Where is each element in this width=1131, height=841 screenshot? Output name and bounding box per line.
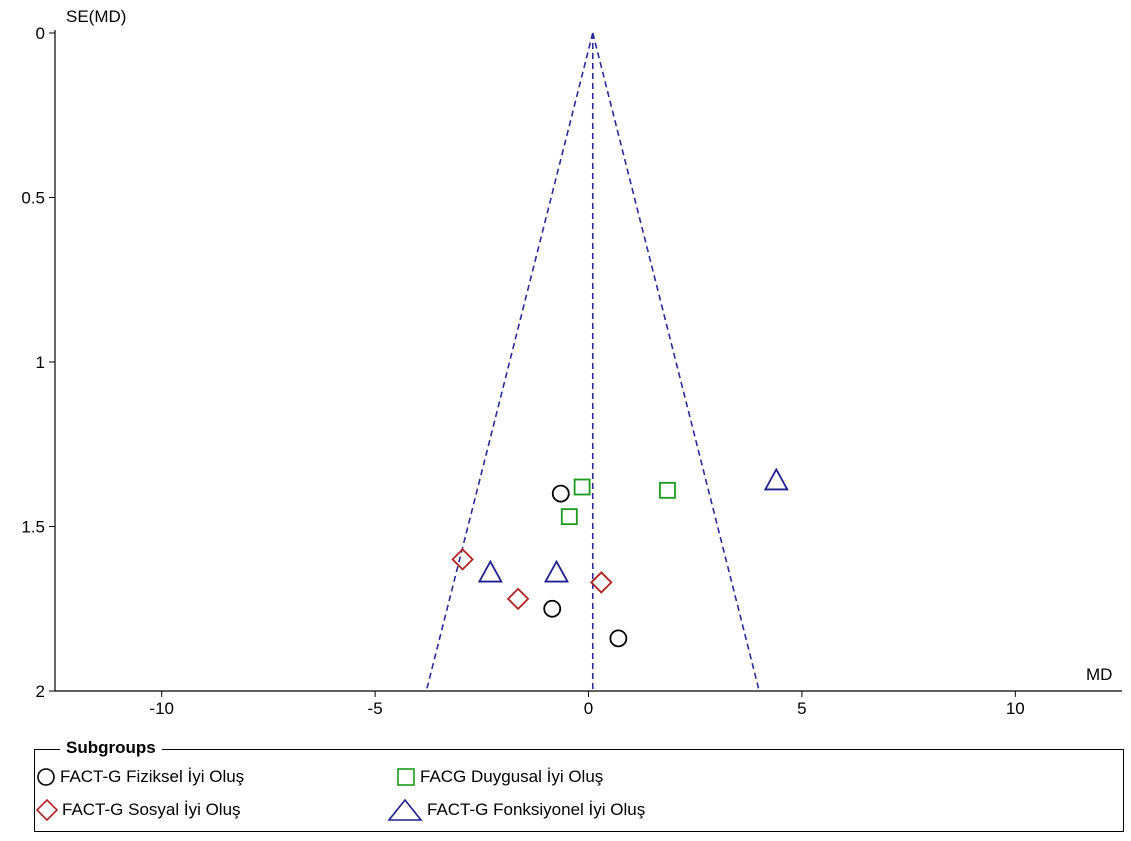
legend-label: FACT-G Fonksiyonel İyi Oluş [427, 800, 646, 819]
x-tick-label: -10 [149, 699, 174, 718]
legend-label: FACG Duygusal İyi Oluş [420, 767, 604, 786]
y-tick-label: 1 [36, 353, 45, 372]
x-tick-label: 10 [1006, 699, 1025, 718]
y-tick-label: 0.5 [21, 189, 45, 208]
x-tick-label: 5 [797, 699, 806, 718]
square-point [659, 481, 676, 499]
legend-item-fonksiyonel: FACT-G Fonksiyonel İyi Oluş [387, 798, 645, 822]
triangle-point [543, 559, 570, 583]
legend-item-duygusal: FACG Duygusal İyi Oluş [396, 765, 603, 789]
diamond-point [506, 587, 530, 611]
square-point [560, 508, 578, 526]
triangle-point [763, 467, 789, 491]
tick-labels: 0 0.5 1 1.5 2 -10 -5 0 5 10 [21, 24, 1024, 718]
funnel-plot: 0 0.5 1 1.5 2 -10 -5 0 5 10 SE(MD) MD [21, 7, 1122, 718]
axes [49, 30, 1122, 697]
y-tick-label: 0 [36, 24, 45, 43]
x-axis-label: MD [1086, 665, 1112, 684]
legend-item-sosyal: FACT-G Sosyal İyi Oluş [36, 798, 241, 822]
funnel-lines [425, 32, 760, 692]
circle-marker-icon [37, 768, 55, 786]
triangle-marker-icon [387, 798, 423, 821]
circle-point [609, 629, 628, 648]
circle-point [551, 484, 570, 503]
y-tick-label: 1.5 [21, 518, 45, 537]
funnel-right-line [591, 32, 760, 692]
diamond-point [451, 548, 474, 571]
funnel-left-line [425, 32, 594, 692]
y-tick-label: 2 [36, 682, 45, 701]
triangle-point [477, 559, 503, 583]
legend-title: Subgroups [60, 738, 162, 758]
diamond-marker-icon [36, 799, 58, 821]
diamond-point [590, 571, 613, 594]
x-tick-label: -5 [368, 699, 383, 718]
y-axis-label: SE(MD) [66, 7, 126, 26]
data-points [451, 467, 789, 648]
circle-point [543, 599, 562, 618]
square-marker-icon [397, 768, 415, 786]
legend-label: FACT-G Fiziksel İyi Oluş [60, 767, 245, 786]
x-tick-label: 0 [584, 699, 593, 718]
legend [34, 749, 1124, 832]
legend-label: FACT-G Sosyal İyi Oluş [62, 800, 241, 819]
legend-item-fiziksel: FACT-G Fiziksel İyi Oluş [36, 765, 244, 789]
square-point [573, 478, 591, 496]
